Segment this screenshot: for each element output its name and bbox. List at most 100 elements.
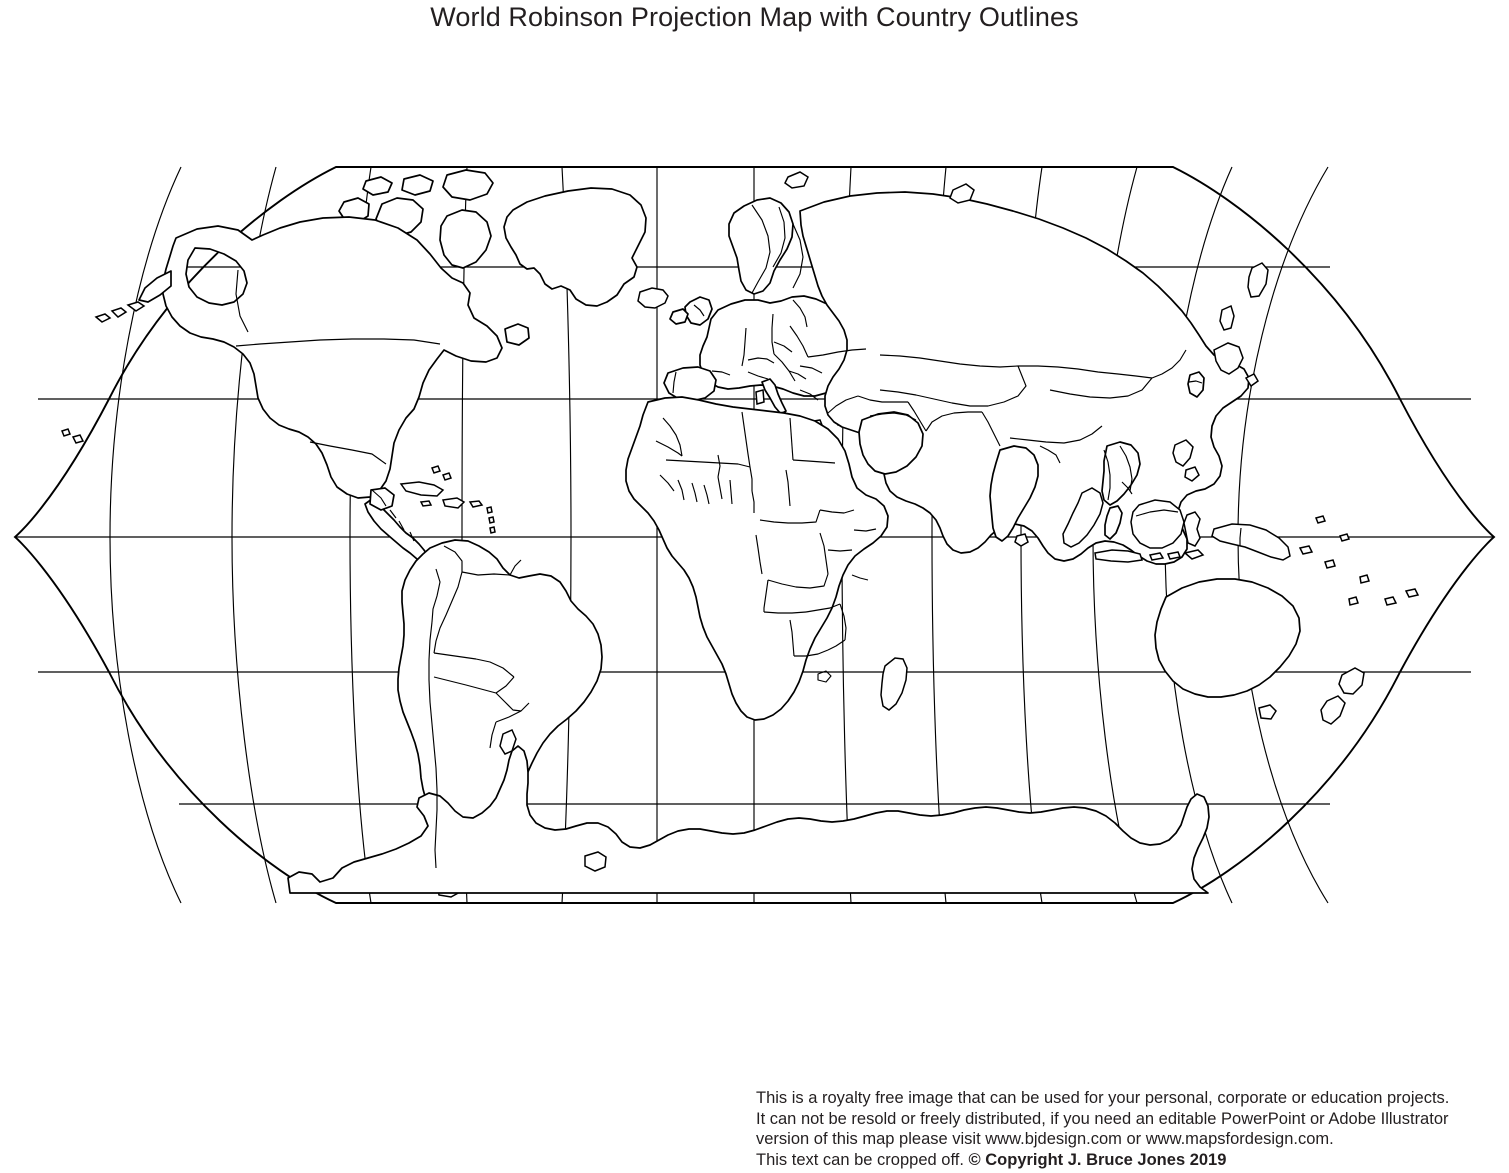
border-west-africa-coast-3 <box>691 482 698 503</box>
border-drc-east <box>819 532 829 575</box>
border-china-north-east <box>1151 349 1187 379</box>
bahamas <box>431 465 452 481</box>
ellesmere-island <box>442 169 494 201</box>
border-colombia-ecuador-peru <box>431 568 441 623</box>
border-vietnam-cambodia <box>1121 481 1133 495</box>
jamaica <box>419 500 433 507</box>
aleutian-islands <box>94 301 146 323</box>
border-ethiopia-kenya-somalia <box>853 528 877 532</box>
border-west-africa-coast-4 <box>703 484 710 505</box>
world-map <box>0 150 1509 930</box>
java <box>1094 549 1143 563</box>
hispaniola <box>442 497 466 509</box>
border-png-indonesia <box>1239 527 1242 546</box>
border-poland-germany <box>771 313 775 355</box>
greenland <box>503 187 647 307</box>
arctic-island-a <box>401 174 434 196</box>
border-czech-hungary <box>773 341 793 353</box>
british-isles <box>684 296 713 326</box>
border-chile-argentina <box>428 621 438 869</box>
new-guinea <box>1211 523 1291 561</box>
border-lesotho <box>817 670 832 683</box>
border-ukraine-russia <box>807 348 867 358</box>
border-drc-angola-zambia <box>767 573 829 589</box>
border-uruguay-brazil <box>495 702 530 723</box>
border-mexico-guatemala <box>371 489 387 507</box>
sakhalin <box>1219 304 1235 331</box>
arctic-island-b <box>362 176 393 196</box>
border-germany-france <box>741 327 747 367</box>
border-libya-egypt <box>789 417 794 461</box>
antarctic-peninsula-tip <box>499 729 517 755</box>
border-baltic-states <box>792 299 808 328</box>
australia <box>1154 578 1301 698</box>
border-zambia-zimbabwe <box>805 603 841 613</box>
border-paraguay-brazil <box>495 676 515 694</box>
footer-line-1: This is a royalty free image that can be… <box>756 1089 1450 1107</box>
tasmania <box>1258 704 1277 720</box>
border-saudi-north <box>869 412 917 421</box>
borneo <box>1130 499 1185 549</box>
footer-line-3: version of this map please visit www.bjd… <box>756 1130 1334 1148</box>
ireland <box>669 308 689 325</box>
border-usa-alaska <box>235 269 249 333</box>
border-congo-gabon <box>755 534 763 575</box>
border-norway-sweden <box>751 204 771 294</box>
border-guyanas <box>509 559 522 576</box>
central-america <box>364 498 429 563</box>
border-poland-ukraine <box>789 325 809 358</box>
antarctica <box>287 745 1210 894</box>
india-peninsula <box>989 445 1039 542</box>
border-finland-russia <box>792 223 804 289</box>
border-iran-iraq <box>907 401 927 432</box>
border-malaysia-indonesia-borneo <box>1135 509 1179 517</box>
africa <box>625 396 889 721</box>
landmasses-layer <box>61 169 1420 898</box>
border-chad-sudan <box>785 469 791 507</box>
malay-peninsula <box>1104 505 1123 540</box>
border-koreas <box>1188 380 1203 384</box>
new-zealand <box>1320 667 1365 725</box>
philippines <box>1172 439 1200 482</box>
border-sudan-car-drc <box>759 509 821 524</box>
indochina <box>1101 441 1141 506</box>
border-central-america-3 <box>409 531 415 542</box>
border-uk-internal <box>693 304 705 317</box>
iceland <box>637 287 669 309</box>
border-thailand-laos-vietnam <box>1119 445 1133 492</box>
sumatra <box>1062 487 1104 548</box>
sri-lanka <box>1014 533 1029 547</box>
border-central-america-2 <box>398 520 405 531</box>
border-sudan-ethiopia <box>819 509 855 514</box>
map-svg <box>13 166 1496 904</box>
border-botswana-south-africa <box>794 649 829 657</box>
border-russia-kazakhstan <box>879 354 1019 368</box>
border-colombia-venezuela <box>443 545 463 572</box>
hawaii <box>61 428 85 444</box>
border-angola-namibia <box>763 611 807 614</box>
border-mali-niger <box>717 454 721 478</box>
border-usa-mexico <box>309 441 387 465</box>
japan <box>1213 342 1259 388</box>
border-peru-brazil <box>433 571 463 654</box>
border-nigeria-cameroon <box>751 490 755 513</box>
border-venezuela-brazil <box>461 571 511 576</box>
border-zimbabwe-mozambique <box>839 603 847 641</box>
kamchatka <box>1247 262 1269 298</box>
cuba <box>399 481 445 497</box>
footer-line-4: This text can be cropped off. © Copyrigh… <box>756 1150 1496 1171</box>
border-angola-east <box>763 579 769 612</box>
meridian-150W <box>109 166 182 904</box>
newfoundland <box>504 323 530 346</box>
border-italy-north <box>747 371 769 380</box>
border-switzerland-austria <box>747 357 775 364</box>
border-central-america-1 <box>389 509 397 519</box>
footer-line-2: It can not be resold or freely distribut… <box>756 1109 1449 1128</box>
border-india-pakistan <box>981 411 1001 447</box>
sardinia-corsica <box>755 389 765 405</box>
country-borders-layer <box>235 204 1242 869</box>
border-kazakhstan-south <box>879 365 1027 407</box>
border-usa-canada <box>235 338 441 347</box>
border-sweden-finland <box>772 206 786 268</box>
border-china-india <box>1009 425 1103 444</box>
